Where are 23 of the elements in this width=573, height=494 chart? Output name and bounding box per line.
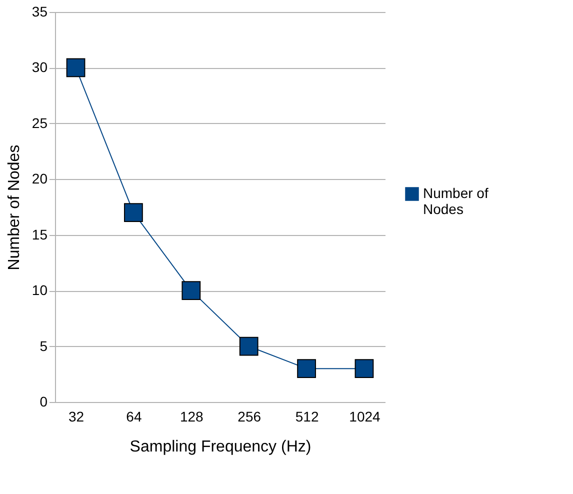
x-tick-label: 512 bbox=[295, 408, 319, 424]
x-tick-label: 32 bbox=[68, 408, 84, 424]
y-tick-label: 0 bbox=[40, 394, 48, 410]
x-tick-label: 1024 bbox=[349, 408, 381, 424]
legend-label: Number of Nodes bbox=[423, 185, 488, 217]
point bbox=[239, 336, 258, 356]
point bbox=[354, 359, 374, 378]
x-tick-label: 64 bbox=[126, 408, 142, 424]
x-axis-title: Sampling Frequency (Hz) bbox=[130, 438, 312, 456]
x-tick-label: 256 bbox=[238, 408, 262, 424]
point bbox=[66, 58, 86, 78]
y-tick-label: 10 bbox=[32, 282, 48, 298]
y-tick-label: 30 bbox=[32, 59, 48, 76]
y-tick-label: 5 bbox=[40, 338, 48, 354]
point bbox=[124, 203, 143, 222]
y-tick-label: 15 bbox=[32, 226, 48, 242]
y-axis-title: Number of Nodes bbox=[6, 144, 23, 270]
x-tick-label: 128 bbox=[180, 408, 204, 424]
point bbox=[297, 359, 316, 378]
y-tick-label: 20 bbox=[32, 170, 48, 187]
y-tick-label: 35 bbox=[32, 4, 48, 20]
point bbox=[182, 281, 201, 300]
y-tick-label: 25 bbox=[32, 114, 48, 131]
